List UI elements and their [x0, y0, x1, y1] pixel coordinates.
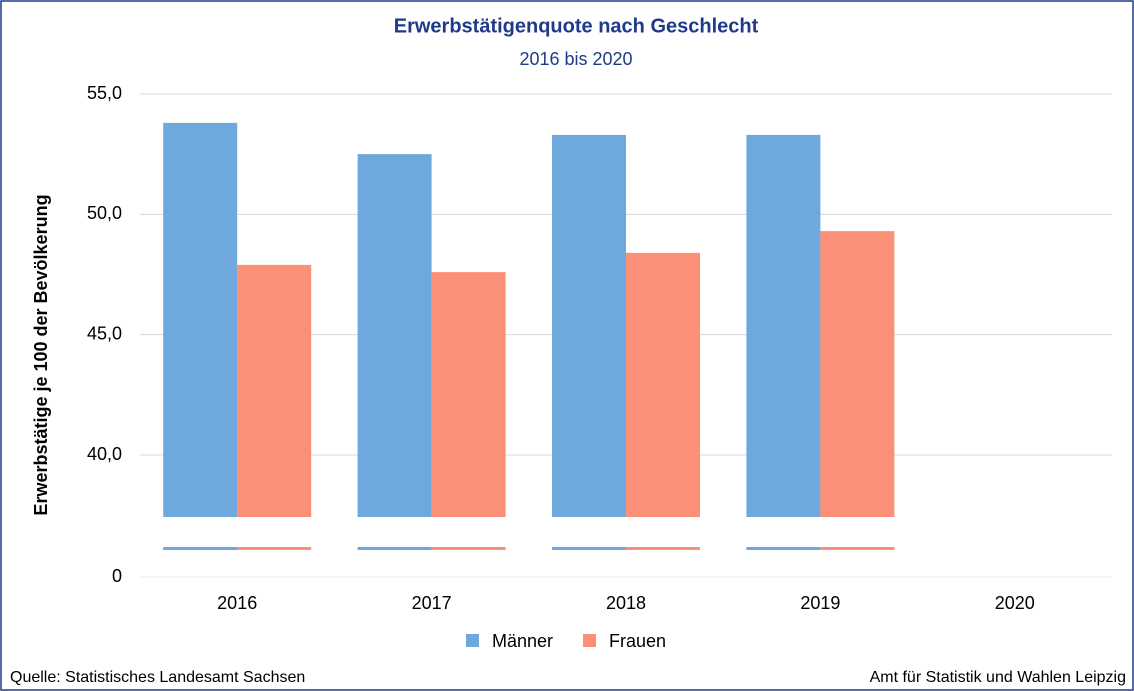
legend-swatch — [583, 634, 597, 647]
bar — [820, 231, 895, 550]
x-tick-label: 2018 — [606, 593, 646, 613]
bar — [357, 154, 432, 550]
legend-label: Männer — [492, 631, 553, 651]
y-tick-label: 50,0 — [87, 203, 122, 223]
bar — [626, 252, 700, 550]
x-tick-label: 2019 — [800, 593, 840, 613]
source-left: Quelle: Statistisches Landesamt Sachsen — [10, 669, 305, 686]
y-tick-label: 45,0 — [87, 323, 122, 343]
x-tick-label: 2016 — [217, 593, 257, 613]
y-axis-label: Erwerbstätige je 100 der Bevölkerung — [31, 194, 51, 515]
bar — [552, 134, 626, 550]
legend-label: Frauen — [609, 631, 666, 651]
x-tick-label: 2020 — [995, 593, 1035, 613]
x-tick-label: 2017 — [412, 593, 452, 613]
y-tick-label: 55,0 — [87, 83, 122, 103]
y-tick-label: 0 — [112, 566, 122, 586]
source-right: Amt für Statistik und Wahlen Leipzig — [870, 669, 1126, 686]
bar — [746, 134, 821, 550]
chart-subtitle: 2016 bis 2020 — [519, 49, 632, 69]
bar — [431, 272, 506, 550]
legend-swatch — [466, 634, 479, 647]
bar — [163, 122, 238, 550]
chart-title: Erwerbstätigenquote nach Geschlecht — [394, 15, 759, 37]
bar — [237, 264, 312, 550]
y-tick-label: 40,0 — [87, 444, 122, 464]
